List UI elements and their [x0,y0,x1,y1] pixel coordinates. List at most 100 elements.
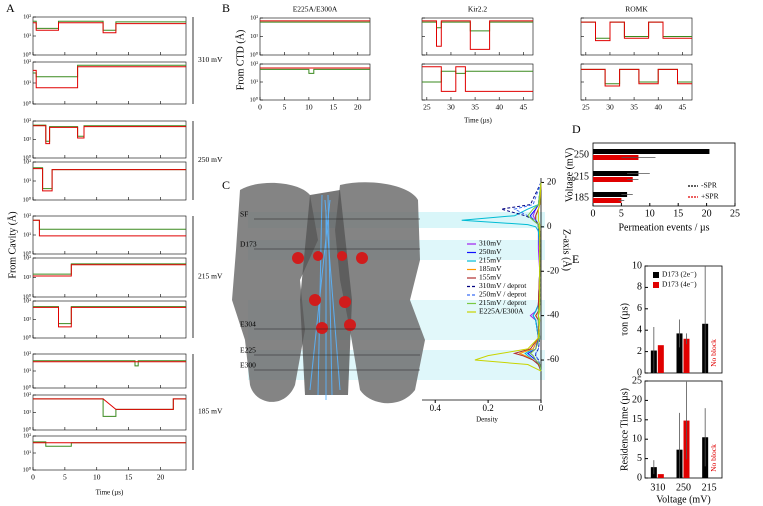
y-tick-label: 5 [637,453,642,464]
voltage-label: 250 mV [198,155,223,164]
trace-line [33,168,186,192]
y-tick-label: 10⁰ [250,51,259,58]
trace-frame [32,161,187,201]
y-tick-label: 10² [23,59,31,65]
trace-line [581,68,692,87]
x-tick-label: 20 [702,208,712,219]
x-tick-label: 5 [283,103,287,112]
trace-line [422,21,533,32]
trace-line [33,306,186,328]
y-tick-label: -20 [547,265,559,275]
x-axis-label: Voltage (mV) [656,494,711,505]
y-tick-label: 185 [574,192,589,203]
bar [593,155,639,160]
trace-frame [259,17,371,56]
y-tick-label: 10¹ [23,137,31,143]
y-tick-label: 10² [250,15,258,21]
voltage-label: 185 mV [198,407,223,416]
y-tick-label: 10¹ [250,79,258,85]
column-title: Kir2.2 [468,5,488,14]
y-tick-label: 10 [632,260,642,271]
y-tick-label: 10⁰ [23,293,32,300]
y-axis-label: Z-axis (Å) [561,229,573,271]
y-tick-label: 4 [637,324,642,335]
y-tick-label: -60 [547,354,559,364]
trace-line [33,22,186,34]
legend-label: 155mV [479,273,502,282]
annotation: SF [240,210,248,219]
y-tick-label: 10⁰ [23,334,32,341]
annotation: No block [709,339,718,367]
legend-label: 215mV [479,256,502,265]
y-tick-label: 10⁰ [23,426,32,433]
density-line [512,182,542,372]
trace-line [260,68,370,74]
x-tick-label: 0.2 [482,403,493,413]
legend-label: 310mV / deprot [479,281,527,290]
y-tick-label: -40 [547,310,559,320]
trace-line [33,306,186,325]
x-tick-label: 25 [730,208,740,219]
y-tick-label: 10¹ [23,33,31,39]
y-tick-label: 0 [637,472,642,483]
ion-paths [309,194,341,400]
y-tick-label: 10⁰ [23,51,32,58]
x-tick-label: 15 [330,103,338,112]
trace-line [422,70,533,83]
x-tick-label: 40 [495,103,503,112]
legend-label: D173 (4e⁻) [662,280,697,289]
density-line [474,182,542,372]
bar [593,177,633,182]
bar [593,149,710,154]
panel-letter: D [572,122,581,136]
bar [593,171,639,176]
y-tick-label: 10⁰ [23,466,32,473]
y-tick-label: 10¹ [23,80,31,86]
bar [657,345,664,373]
trace-line [33,263,186,275]
legend-label: E225A/E300A [479,307,524,316]
trace-line [422,66,533,92]
legend-label: -SPR [701,181,717,190]
trace-line [422,20,533,50]
bar [657,474,664,478]
legend-swatch [653,272,659,278]
y-axis-label: From Cavity (Å) [6,211,18,278]
x-tick-label: 30 [606,103,614,112]
trace-frame [32,394,187,431]
x-tick-label: 0 [539,403,544,413]
annotation: D173 [240,240,257,249]
y-tick-label: 10² [23,255,31,261]
panel-letter: E [572,252,579,266]
bar [683,338,690,373]
x-tick-label: 10 [305,103,313,112]
x-tick-label: 25 [582,103,590,112]
y-tick-label: 10² [23,213,31,219]
y-tick-label: 20 [547,177,557,187]
y-tick-label: 10² [23,118,31,124]
legend-label: 250mV [479,247,502,256]
trace-line [33,219,186,237]
subunit [232,182,318,402]
y-tick-label: 10¹ [23,317,31,323]
x-tick-label: 40 [654,103,662,112]
trace-line [581,21,692,39]
trace-line [33,398,186,410]
y-tick-label: 2 [637,346,642,357]
x-tick-label: 10 [645,208,655,219]
y-tick-label: 20 [632,395,642,406]
trace-frame [32,435,187,471]
x-tick-label: 35 [630,103,638,112]
protein-render [232,182,545,404]
trace-line [33,398,186,417]
y-tick-label: 15 [632,414,642,425]
y-tick-label: 10⁰ [23,196,32,203]
x-tick-label: 20 [354,103,362,112]
y-tick-label: 10² [23,392,31,398]
y-tick-label: 10² [250,61,258,67]
trace-frame [32,61,187,105]
legend-label: 185mV [479,264,502,273]
y-tick-label: 10⁰ [23,100,32,107]
x-tick-label: 15 [125,473,133,482]
